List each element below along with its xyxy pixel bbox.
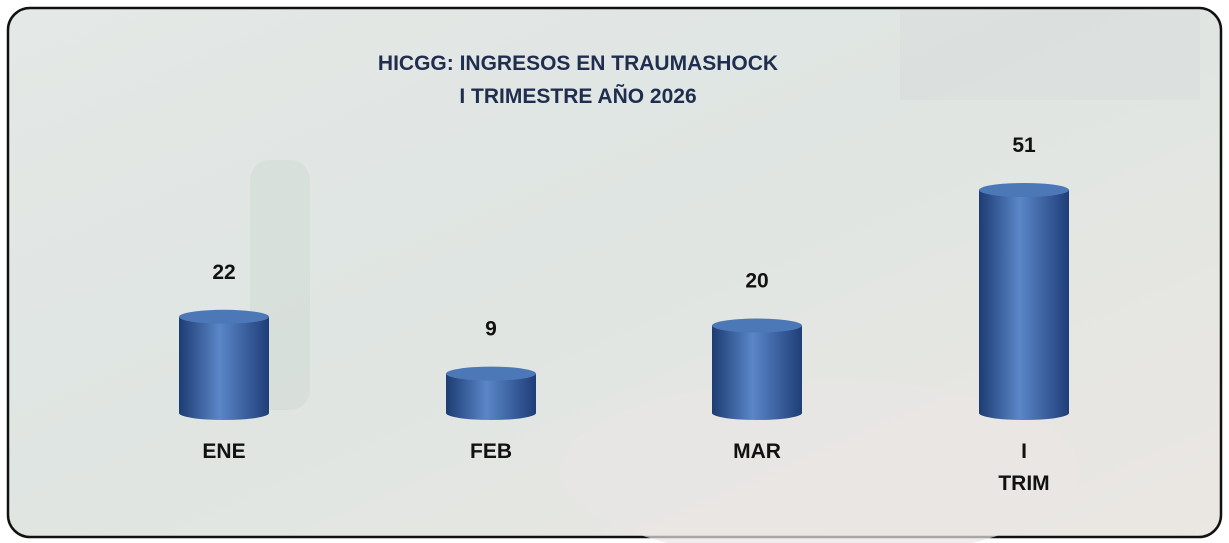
bar [179, 317, 269, 420]
x-tick-label: ENE [194, 436, 254, 468]
bar-top [712, 319, 802, 333]
bar-top [179, 310, 269, 324]
value-label: 22 [212, 261, 235, 284]
x-tick-label: MAR [727, 436, 787, 468]
bar-top [446, 367, 536, 381]
x-tick-label: I TRIM [994, 436, 1054, 500]
chart-subtitle: I TRIMESTRE AÑO 2026 [459, 85, 696, 108]
bar [712, 326, 802, 420]
bar-top [979, 183, 1069, 197]
x-tick-label: FEB [461, 436, 521, 468]
page: HICGG: INGRESOS EN TRAUMASHOCK I TRIMEST… [0, 0, 1229, 543]
background-photo [900, 10, 1200, 100]
bar [979, 190, 1069, 420]
value-label: 20 [745, 270, 768, 293]
value-label: 9 [485, 318, 497, 341]
value-label: 51 [1012, 134, 1036, 157]
chart-title: HICGG: INGRESOS EN TRAUMASHOCK [378, 52, 778, 75]
